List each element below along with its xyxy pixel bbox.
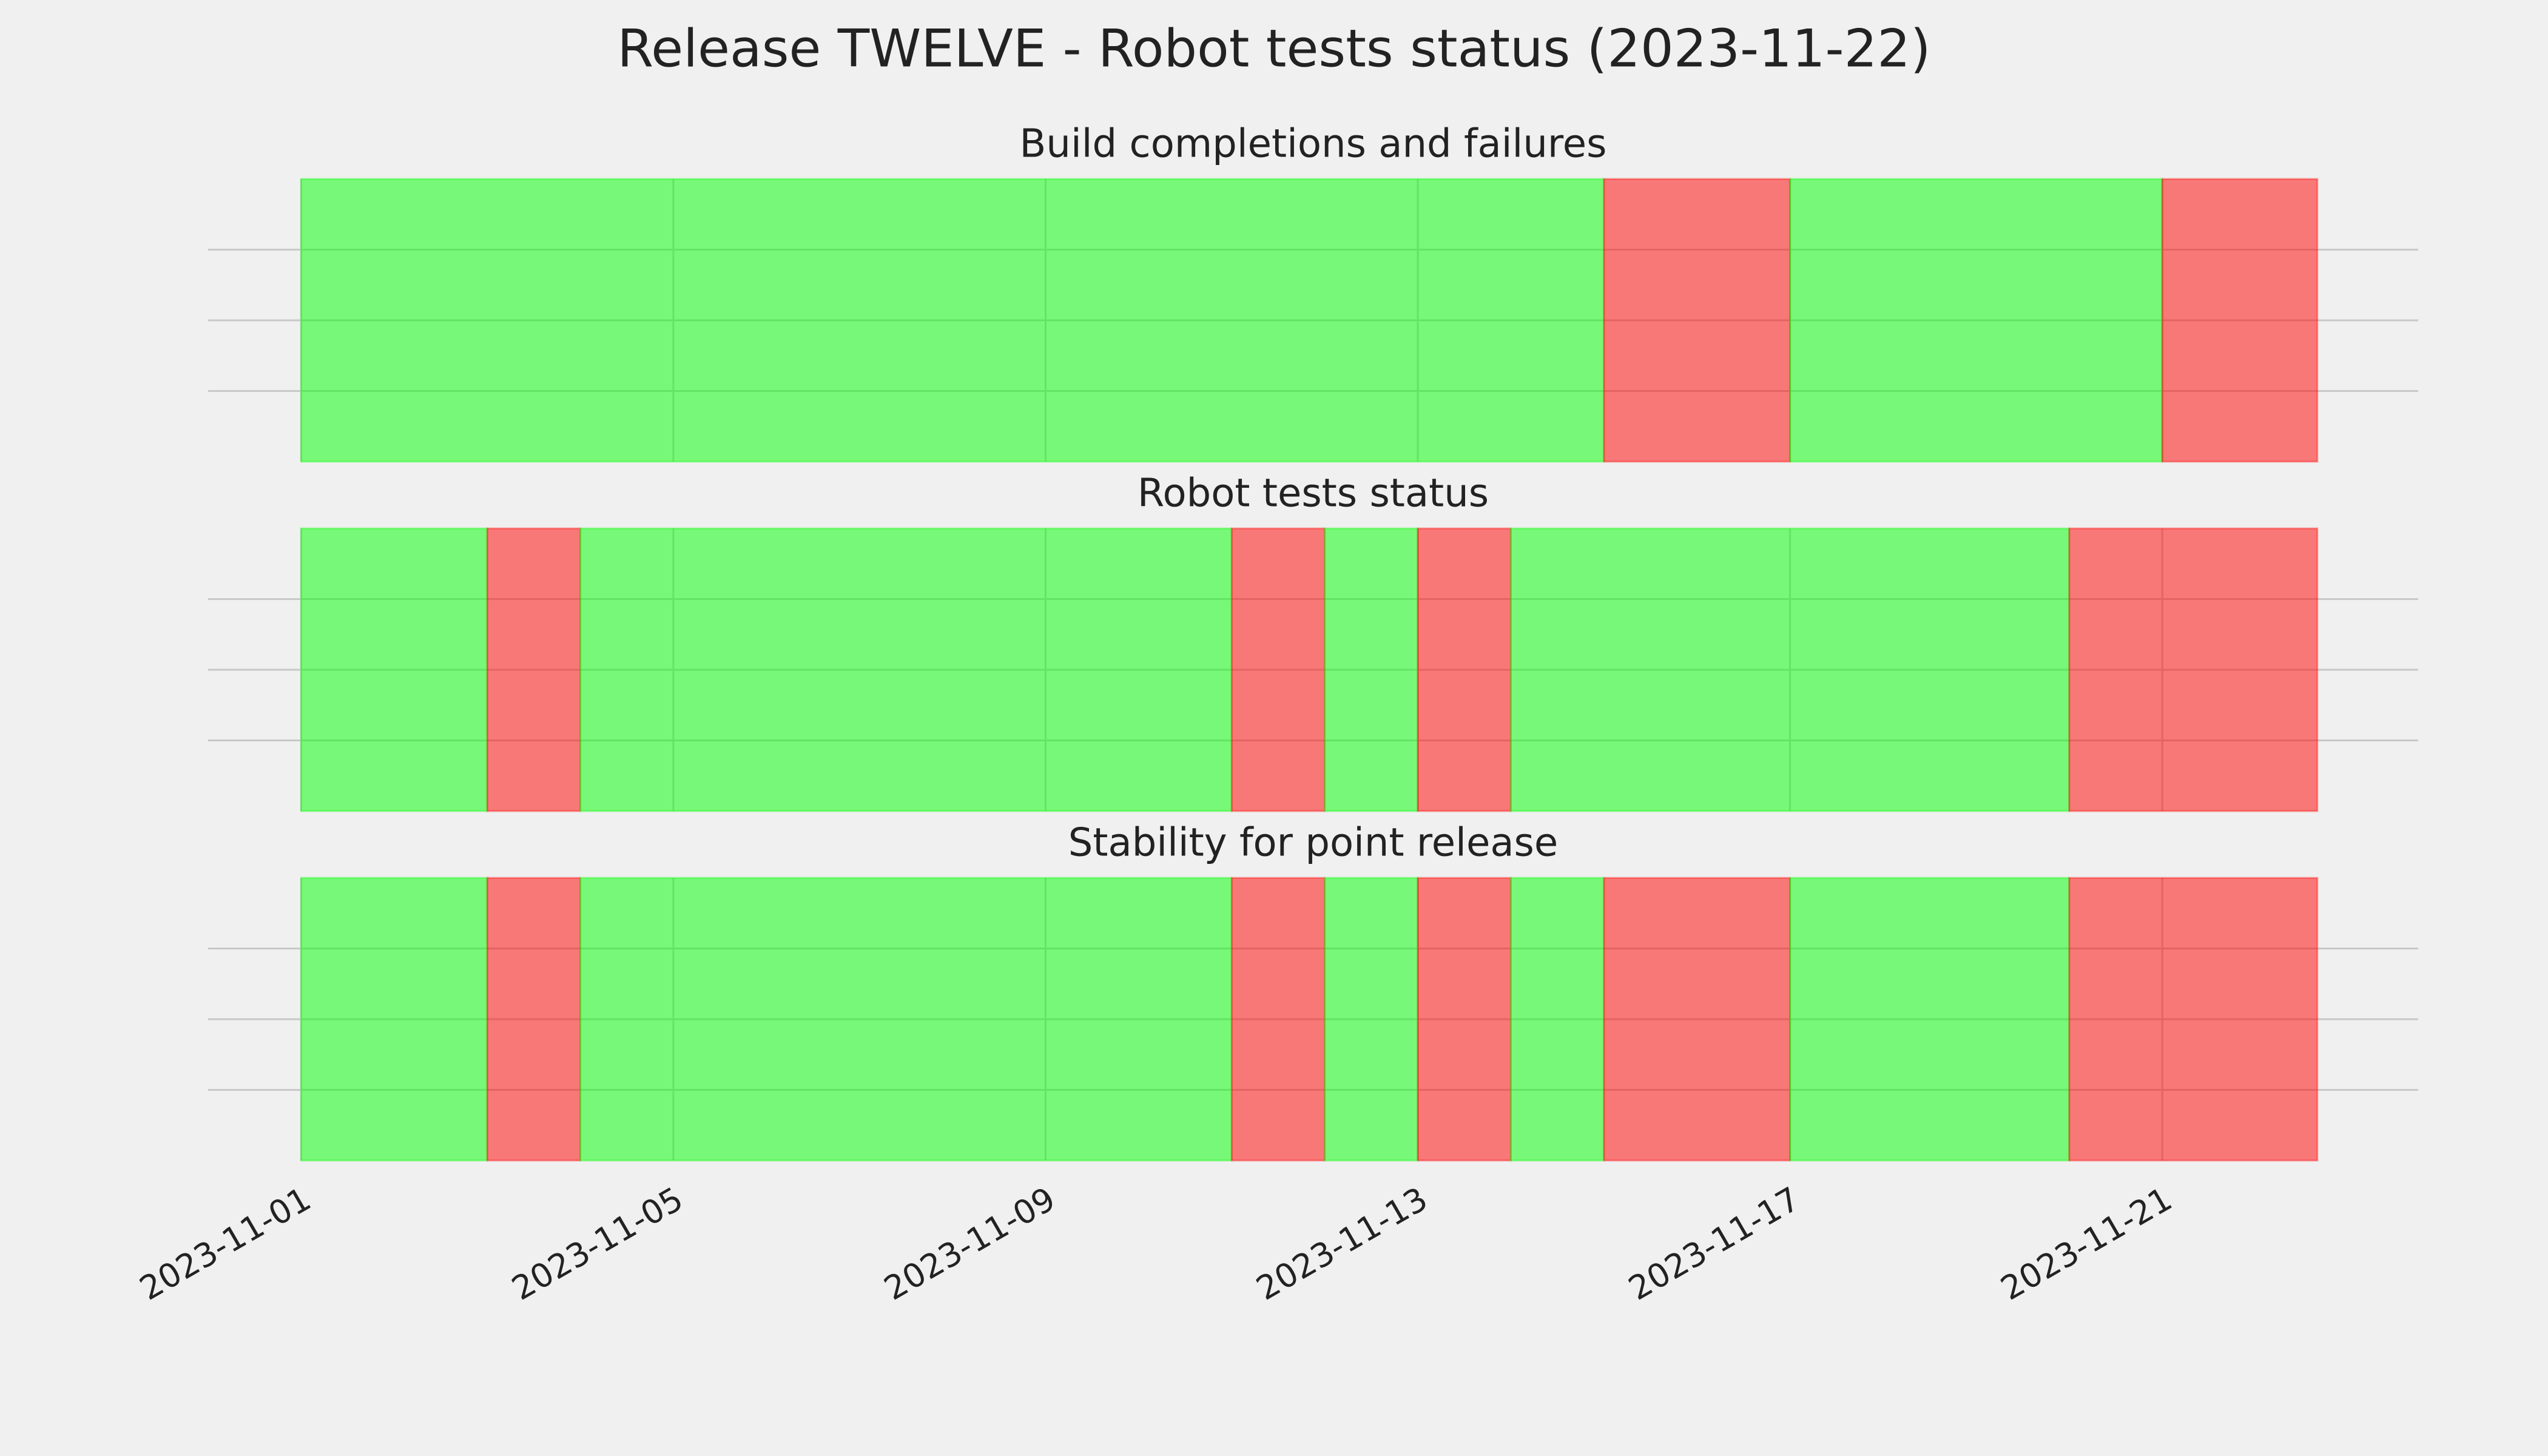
status-span bbox=[1417, 527, 1512, 812]
panel-title: Stability for point release bbox=[1068, 821, 1559, 866]
status-span bbox=[1324, 877, 1419, 1162]
status-span bbox=[300, 877, 488, 1162]
status-span bbox=[1603, 178, 1791, 463]
status-span bbox=[579, 877, 1233, 1162]
status-span bbox=[300, 178, 1605, 463]
status-span bbox=[1509, 877, 1605, 1162]
panel-title: Robot tests status bbox=[1138, 471, 1489, 516]
status-span bbox=[1509, 527, 2071, 812]
status-span bbox=[2161, 178, 2319, 463]
status-span bbox=[2068, 877, 2319, 1162]
status-span bbox=[579, 527, 1233, 812]
status-span bbox=[1789, 877, 2071, 1162]
status-span bbox=[1603, 877, 1791, 1162]
status-span bbox=[486, 877, 582, 1162]
chart-title: Release TWELVE - Robot tests status (202… bbox=[617, 18, 1930, 79]
status-span bbox=[2068, 527, 2319, 812]
status-span bbox=[1230, 527, 1326, 812]
status-span bbox=[1789, 178, 2163, 463]
status-span bbox=[486, 527, 582, 812]
status-span bbox=[300, 527, 488, 812]
panel-title: Build completions and failures bbox=[1020, 122, 1607, 167]
status-span bbox=[1417, 877, 1512, 1162]
status-span bbox=[1230, 877, 1326, 1162]
status-span bbox=[1324, 527, 1419, 812]
